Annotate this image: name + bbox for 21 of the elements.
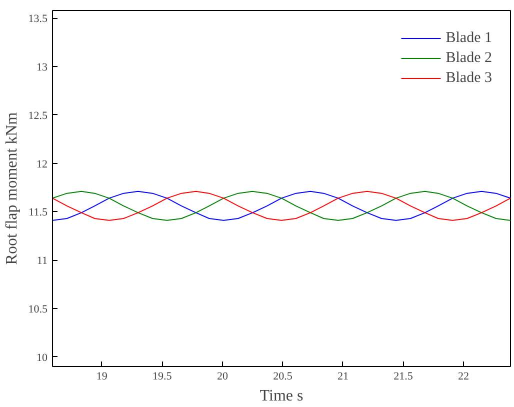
- x-tick-label: 21.5: [394, 370, 414, 382]
- y-tick-label: 11: [36, 255, 48, 268]
- y-tick-label: 10: [36, 352, 48, 364]
- line-series: [52, 190, 510, 221]
- x-tick-label: 20: [216, 370, 228, 382]
- x-tick-label: 22: [458, 370, 469, 382]
- x-axis-title: Time s: [260, 388, 304, 404]
- x-tick-label: 19.5: [152, 370, 172, 382]
- y-tick-label: 10.5: [28, 303, 48, 316]
- x-tick-label: 20.5: [273, 370, 293, 382]
- legend-label: Blade 2: [446, 50, 492, 66]
- y-axis-title: Root flap moment kNm: [3, 112, 20, 265]
- y-tick-label: 13: [36, 62, 48, 74]
- y-tick-label: 13.5: [28, 13, 48, 26]
- x-tick-label: 21: [337, 370, 348, 382]
- legend-label: Blade 1: [446, 30, 492, 46]
- x-tick-label: 19: [96, 370, 108, 382]
- y-tick-label: 12.5: [28, 110, 48, 122]
- y-tick-label: 11.5: [28, 206, 48, 219]
- y-tick-label: 12: [36, 158, 48, 170]
- legend-label: Blade 3: [446, 70, 492, 86]
